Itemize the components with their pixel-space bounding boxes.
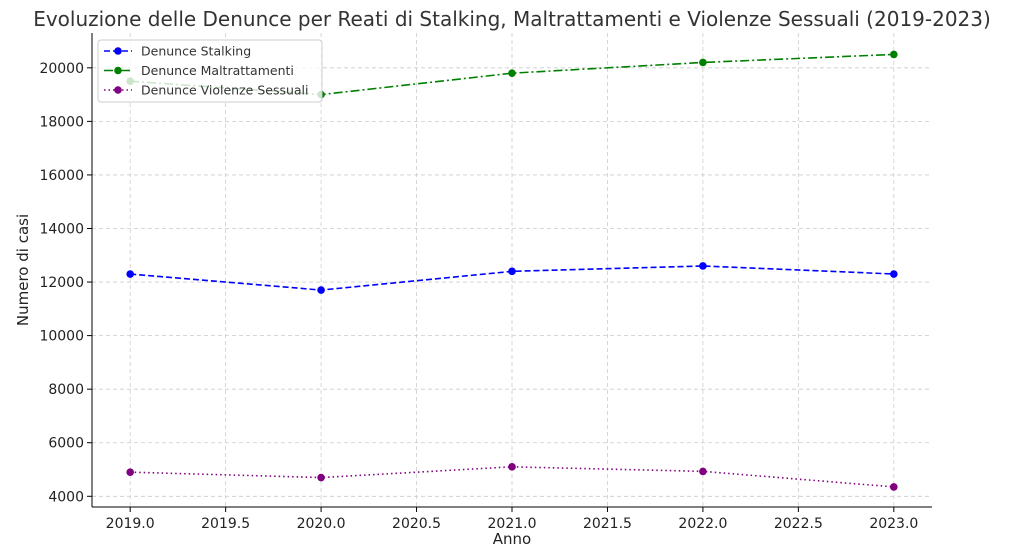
y-tick-label: 16000 <box>39 168 84 184</box>
y-tick-label: 18000 <box>39 114 84 130</box>
data-point <box>890 270 898 278</box>
data-point <box>317 473 325 482</box>
y-tick-label: 4000 <box>48 489 84 505</box>
y-tick-label: 8000 <box>48 382 84 398</box>
data-point <box>890 483 898 491</box>
legend: Denunce Stalking Denunce Maltrattamenti De… <box>97 39 323 103</box>
y-ticks: 4000 6000 8000 10000 12000 14000 16000 18000 200… <box>39 61 92 505</box>
x-tick-label: 2022.5 <box>774 516 823 532</box>
x-tick-label: 2019.5 <box>201 516 250 532</box>
x-ticks: 2019.0 2019.5 2020.0 2020.5 2021.0 2021.5 2022… <box>106 507 918 532</box>
data-point <box>508 267 516 276</box>
legend-box <box>97 39 323 103</box>
series-group <box>126 463 898 491</box>
y-tick-label: 10000 <box>39 329 84 345</box>
data-point <box>126 270 134 278</box>
y-tick-label: 14000 <box>39 221 84 237</box>
series-line <box>130 466 894 488</box>
x-tick-label: 2021.5 <box>583 516 632 532</box>
chart-title: Evoluzione delle Denunce per Reati di St… <box>33 7 991 31</box>
data-point <box>508 463 516 471</box>
x-tick-label: 2023.0 <box>869 516 918 532</box>
series-lines <box>126 50 898 491</box>
x-tick-label: 2019.0 <box>106 516 155 532</box>
y-tick-label: 20000 <box>39 61 84 77</box>
series-group <box>126 262 898 294</box>
x-tick-label: 2020.0 <box>297 516 346 532</box>
data-point <box>699 262 707 270</box>
data-point <box>890 50 898 59</box>
data-point <box>508 69 516 77</box>
y-tick-label: 12000 <box>39 275 84 291</box>
legend-label: Denunce Maltrattamenti <box>141 63 294 78</box>
data-point <box>699 467 707 476</box>
y-tick-label: 6000 <box>48 436 84 452</box>
x-tick-label: 2020.5 <box>392 516 441 532</box>
y-axis-label: Numero di casi <box>14 214 32 326</box>
x-tick-label: 2022.0 <box>678 516 727 532</box>
legend-marker <box>114 86 122 94</box>
legend-marker <box>114 47 122 55</box>
data-point <box>126 468 134 476</box>
x-axis-label: Anno <box>493 530 531 548</box>
legend-marker <box>114 66 122 75</box>
x-tick-label: 2021.0 <box>488 516 537 532</box>
legend-label: Denunce Violenze Sessuali <box>141 83 309 98</box>
data-point <box>317 286 325 294</box>
legend-label: Denunce Stalking <box>141 44 251 59</box>
data-point <box>699 58 707 67</box>
